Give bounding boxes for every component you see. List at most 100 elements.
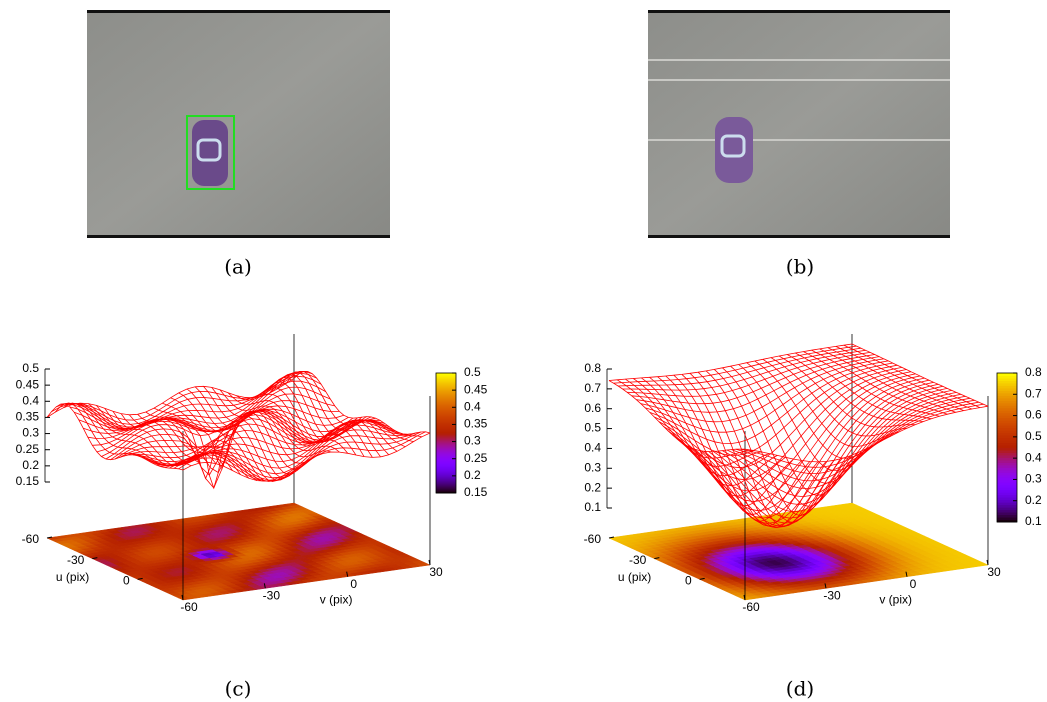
colorbar-cell <box>436 409 456 412</box>
colorbar-cell <box>997 415 1017 419</box>
colorbar-cell <box>436 393 456 396</box>
colorbar-cell <box>997 482 1017 486</box>
mesh-line <box>63 402 200 466</box>
colorbar-cell <box>436 483 456 486</box>
mesh-line <box>735 401 979 475</box>
mesh-line <box>689 373 827 529</box>
u-axis-label: u (pix) <box>56 570 89 584</box>
colorbar-cell <box>997 407 1017 411</box>
colorbar-cell <box>436 387 456 390</box>
colorbar-cell <box>997 449 1017 453</box>
caption: (a) <box>224 255 252 279</box>
colorbar-cell <box>997 427 1017 431</box>
colorbar-cell <box>436 395 456 398</box>
mesh-line <box>835 346 972 410</box>
colorbar-cell <box>997 410 1017 414</box>
colorbar-cell <box>997 447 1017 451</box>
v-tick-label: 30 <box>987 565 1001 579</box>
colorbar-cell <box>997 512 1017 516</box>
colorbar-tick-label: 0.15 <box>464 485 488 499</box>
colorbar-cell <box>436 449 456 452</box>
v-axis-label: v (pix) <box>320 592 353 606</box>
colorbar-tick-label: 0.2 <box>464 468 481 482</box>
mesh-line <box>173 431 422 482</box>
colorbar-cell <box>436 455 456 458</box>
mesh-line <box>269 373 406 448</box>
z-tick-label: 0.8 <box>584 361 601 375</box>
colorbar-cell <box>997 417 1017 421</box>
colorbar-tick-label: 0.3 <box>1025 472 1042 486</box>
v-tick <box>824 583 827 589</box>
colorbar-tick-label: 0.35 <box>464 417 488 431</box>
u-tick-label: -30 <box>629 553 647 567</box>
colorbar-cell <box>997 387 1017 391</box>
colorbar-cell <box>997 442 1017 446</box>
colorbar-cell <box>436 405 456 408</box>
colorbar-cell <box>436 435 456 438</box>
colorbar-cell <box>436 447 456 450</box>
colorbar-cell <box>997 402 1017 406</box>
caption: (b) <box>786 255 814 279</box>
v-tick-label: -60 <box>180 600 198 614</box>
colorbar-cell <box>436 403 456 406</box>
colorbar-cell <box>997 452 1017 456</box>
colorbar-cell <box>436 411 456 414</box>
colorbar-cell <box>997 489 1017 493</box>
colorbar-cell <box>997 504 1017 508</box>
u-tick-label: -60 <box>22 532 40 546</box>
v-tick <box>743 594 746 601</box>
colorbar-cell <box>436 375 456 378</box>
mesh-line <box>740 403 984 468</box>
colorbar-cell <box>997 487 1017 491</box>
colorbar-cell <box>997 405 1017 409</box>
colorbar-cell <box>997 382 1017 386</box>
u-axis-label: u (pix) <box>618 570 651 584</box>
z-tick-label: 0.35 <box>16 410 40 424</box>
colorbar-cell <box>997 459 1017 463</box>
u-tick-label: 0 <box>685 574 692 588</box>
photo-a <box>87 10 390 238</box>
u-tick <box>46 536 53 539</box>
v-tick <box>181 594 184 601</box>
mesh-line <box>170 397 307 475</box>
colorbar-cell <box>997 454 1017 458</box>
colorbar-cell <box>436 445 456 448</box>
mesh-line <box>164 429 412 479</box>
v-tick-label: -30 <box>263 589 281 603</box>
z-tick-label: 0.15 <box>16 474 40 488</box>
colorbar-cell <box>997 390 1017 394</box>
colorbar-cell <box>997 519 1017 523</box>
colorbar-cell <box>997 397 1017 401</box>
colorbar-cell <box>436 481 456 484</box>
colorbar-cell <box>436 373 456 376</box>
colorbar-cell <box>436 425 456 428</box>
colorbar-cell <box>997 472 1017 476</box>
colorbar-cell <box>436 399 456 402</box>
u-tick <box>608 536 615 539</box>
z-tick-label: 0.3 <box>22 426 39 440</box>
colorbar-cell <box>997 477 1017 481</box>
colorbar-cell <box>997 494 1017 498</box>
mesh-line <box>744 405 989 463</box>
colorbar-cell <box>436 487 456 490</box>
colorbar-cell <box>436 473 456 476</box>
colorbar-cell <box>997 507 1017 511</box>
mesh-line <box>726 397 970 490</box>
colorbar-cell <box>997 380 1017 384</box>
z-tick-label: 0.5 <box>584 421 601 435</box>
colorbar-cell <box>997 514 1017 518</box>
mesh-line <box>819 348 956 413</box>
colorbar-cell <box>436 413 456 416</box>
colorbar-cell <box>436 379 456 382</box>
colorbar-tick-label: 0.25 <box>464 451 488 465</box>
z-tick-label: 0.6 <box>584 401 601 415</box>
mesh-line <box>293 370 431 435</box>
colorbar-cell <box>436 423 456 426</box>
colorbar-cell <box>997 462 1017 466</box>
mesh-line <box>827 347 964 411</box>
colorbar-cell <box>436 471 456 474</box>
colorbar-cell <box>436 475 456 478</box>
mesh-line <box>285 371 422 438</box>
colorbar-cell <box>436 443 456 446</box>
colorbar-cell <box>997 499 1017 503</box>
